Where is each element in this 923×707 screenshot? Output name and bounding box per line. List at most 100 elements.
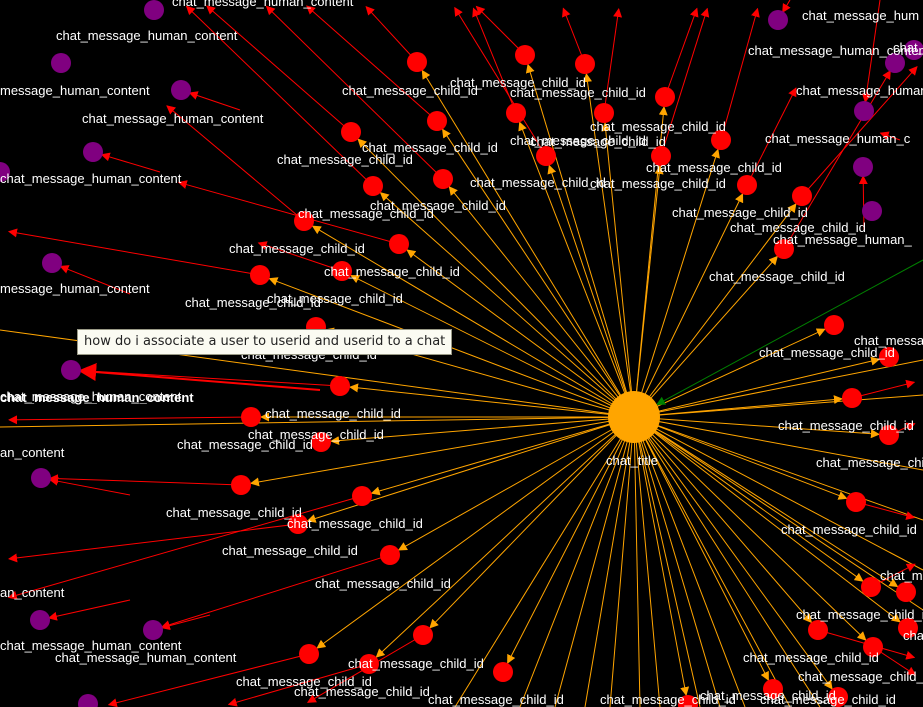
- edge-child-to-human: [206, 5, 352, 133]
- edge-root-to-child: [421, 69, 635, 418]
- edge-root-to-child: [316, 416, 635, 649]
- child-node[interactable]: [363, 176, 383, 196]
- human-content-node[interactable]: [31, 468, 51, 488]
- child-node[interactable]: [250, 265, 270, 285]
- child-node-label: chat_message_child_id: [166, 505, 302, 520]
- edge-root-to-child: [507, 416, 635, 664]
- edge-root-to-child: [633, 416, 769, 681]
- child-node[interactable]: [575, 54, 595, 74]
- edge-root-to-child: [633, 416, 821, 707]
- child-node[interactable]: [846, 492, 866, 512]
- child-node-label: chat_message_child_id: [700, 688, 836, 703]
- edge-root-to-child: [357, 138, 635, 418]
- human-content-node[interactable]: [854, 101, 874, 121]
- child-node-label: chat_message_child_id: [348, 656, 484, 671]
- child-node[interactable]: [651, 146, 671, 166]
- child-node[interactable]: [861, 577, 881, 597]
- human-content-node[interactable]: [78, 694, 98, 707]
- child-node[interactable]: [879, 347, 899, 367]
- child-node-label: chat_message_child_id: [646, 160, 782, 175]
- edge-child-to-human: [160, 554, 391, 630]
- child-node[interactable]: [896, 582, 916, 602]
- child-node[interactable]: [863, 637, 883, 657]
- child-node[interactable]: [493, 662, 513, 682]
- human-content-node[interactable]: [143, 620, 163, 640]
- human-content-node[interactable]: [768, 10, 788, 30]
- edge-root-to-child: [330, 416, 635, 446]
- child-node[interactable]: [433, 169, 453, 189]
- child-node[interactable]: [515, 45, 535, 65]
- child-node[interactable]: [241, 407, 261, 427]
- edge-child-to-human: [166, 105, 305, 222]
- human-node-label: an_content: [0, 445, 65, 460]
- child-node[interactable]: [678, 695, 698, 707]
- child-node-label: chat_message_child_id: [781, 522, 917, 537]
- child-node[interactable]: [842, 388, 862, 408]
- child-node[interactable]: [352, 486, 372, 506]
- child-node[interactable]: [737, 175, 757, 195]
- child-node[interactable]: [594, 103, 614, 123]
- edge-root-to-child: [519, 416, 635, 707]
- edge-root-to-child: [633, 416, 746, 707]
- edge-root-to-child: [349, 383, 635, 418]
- child-node[interactable]: [763, 679, 783, 699]
- child-node[interactable]: [231, 475, 251, 495]
- human-content-node[interactable]: [51, 53, 71, 73]
- child-node[interactable]: [711, 130, 731, 150]
- human-content-node[interactable]: [83, 142, 103, 162]
- human-node-label: chat_message_human_content: [56, 28, 238, 43]
- human-content-node[interactable]: [144, 0, 164, 20]
- edge-child-to-human: [160, 614, 211, 630]
- human-content-node[interactable]: [30, 610, 50, 630]
- human-content-node[interactable]: [904, 40, 923, 60]
- edge-root-to-child: [633, 165, 664, 418]
- child-node[interactable]: [824, 315, 844, 335]
- human-content-node[interactable]: [853, 157, 873, 177]
- child-node[interactable]: [332, 261, 352, 281]
- edge-root-to-child: [633, 359, 923, 418]
- child-node[interactable]: [389, 234, 409, 254]
- root-node[interactable]: [608, 391, 660, 443]
- human-content-node[interactable]: [61, 360, 81, 380]
- human-content-node[interactable]: [0, 162, 10, 182]
- child-node[interactable]: [407, 52, 427, 72]
- human-node-label: chat_message_human_content: [0, 638, 182, 653]
- child-node[interactable]: [380, 545, 400, 565]
- child-node[interactable]: [359, 654, 379, 674]
- child-node[interactable]: [808, 620, 828, 640]
- child-node-label: chat_message_child_id: [222, 543, 358, 558]
- child-node[interactable]: [792, 186, 812, 206]
- child-node[interactable]: [311, 432, 331, 452]
- human-node-label: message_human_content: [0, 281, 150, 296]
- child-node[interactable]: [413, 625, 433, 645]
- child-node[interactable]: [294, 211, 314, 231]
- child-node[interactable]: [288, 514, 308, 534]
- child-node[interactable]: [828, 687, 848, 707]
- child-node[interactable]: [330, 376, 350, 396]
- child-node[interactable]: [536, 146, 556, 166]
- edge-child-to-human: [107, 653, 310, 707]
- child-node[interactable]: [341, 122, 361, 142]
- human-content-node[interactable]: [171, 80, 191, 100]
- child-node[interactable]: [427, 111, 447, 131]
- edge-child-to-human: [603, 8, 623, 114]
- human-content-node[interactable]: [862, 201, 882, 221]
- edge-child-to-human: [746, 87, 797, 186]
- child-node[interactable]: [299, 644, 319, 664]
- child-node-label: chat_message_child_id: [796, 607, 923, 622]
- child-node[interactable]: [774, 239, 794, 259]
- edge-root-to-child: [633, 255, 778, 418]
- edge-root-to-child: [448, 186, 635, 418]
- child-node[interactable]: [506, 103, 526, 123]
- child-node-label: chat_message_child_id: [265, 406, 401, 421]
- edge-child-to-human: [783, 69, 891, 250]
- edge-root-to-child: [0, 416, 635, 428]
- child-node[interactable]: [898, 618, 918, 638]
- child-node-label: chat_message_child_id: [854, 333, 923, 348]
- child-node[interactable]: [655, 87, 675, 107]
- human-content-node[interactable]: [885, 53, 905, 73]
- human-content-node[interactable]: [42, 253, 62, 273]
- edge-child-to-human: [664, 7, 699, 98]
- child-node[interactable]: [879, 425, 899, 445]
